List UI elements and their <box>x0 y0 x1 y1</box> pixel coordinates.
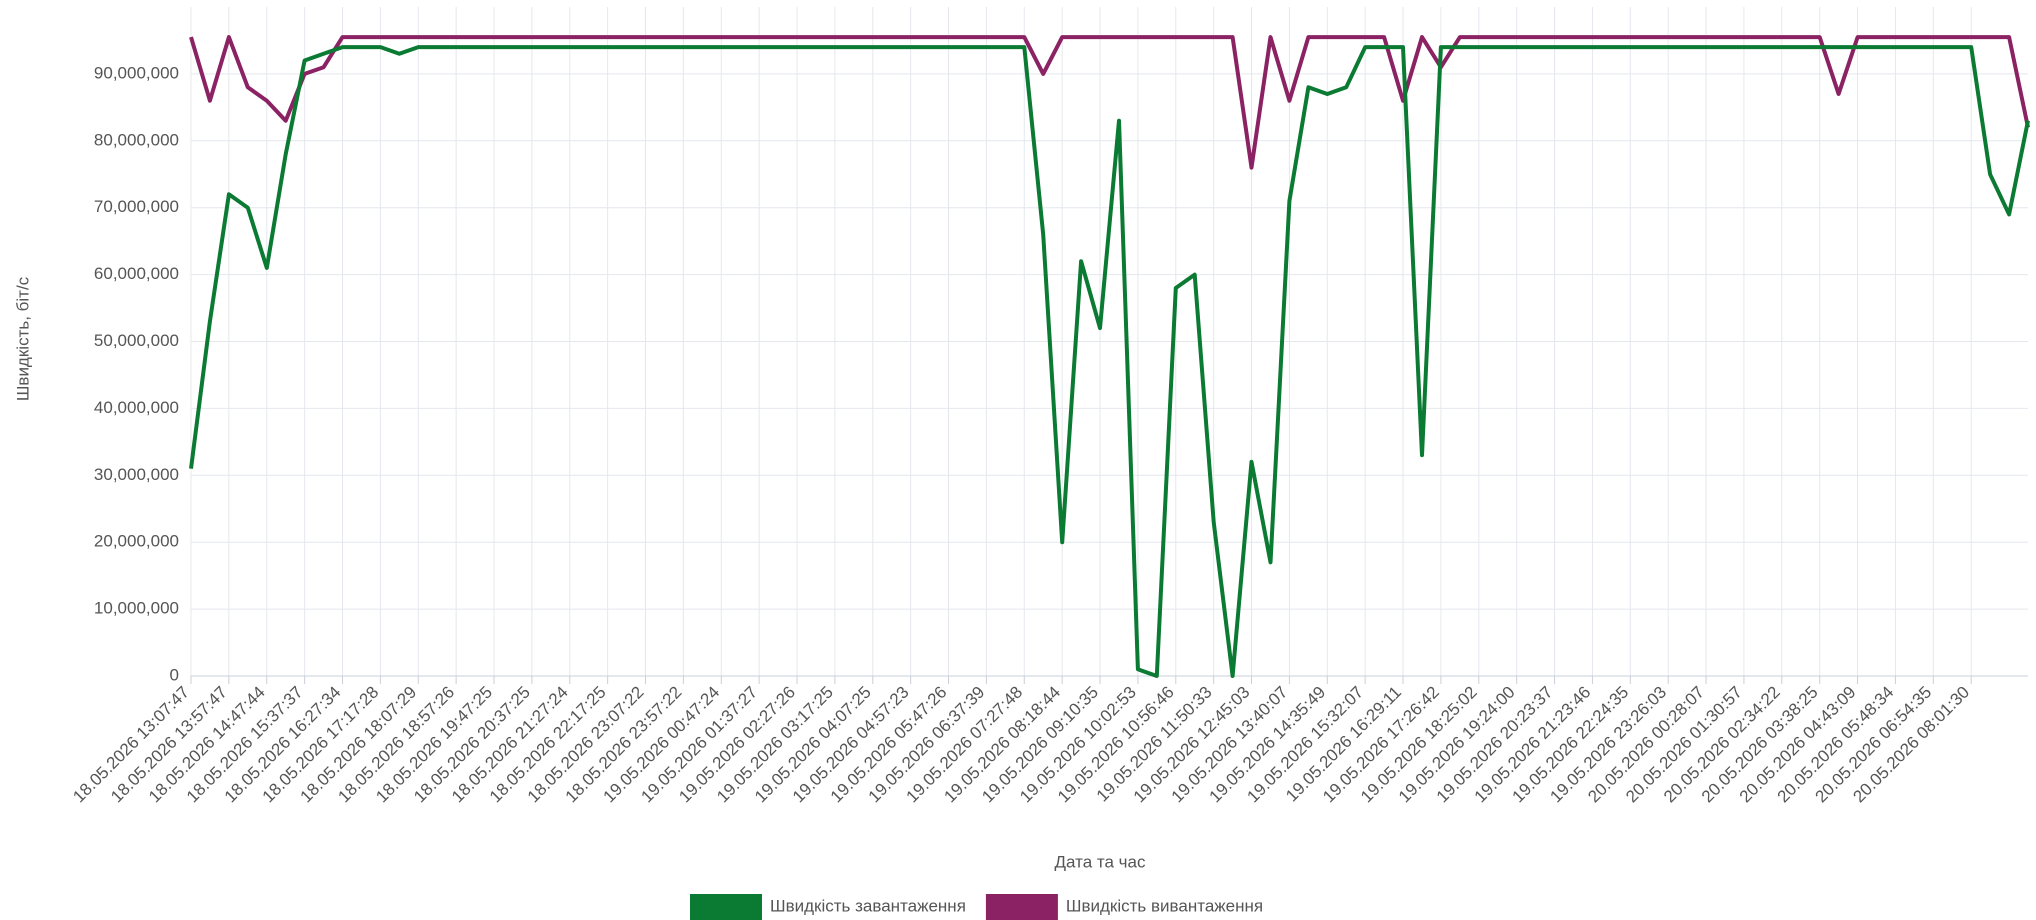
y-tick-label: 40,000,000 <box>94 398 179 417</box>
y-tick-label: 80,000,000 <box>94 130 179 149</box>
legend-swatch <box>690 894 762 920</box>
legend-label: Швидкість вивантаження <box>1066 896 1263 915</box>
y-tick-label: 0 <box>170 665 179 684</box>
y-tick-label: 60,000,000 <box>94 264 179 283</box>
legend-swatch <box>985 894 1058 920</box>
y-tick-label: 50,000,000 <box>94 331 179 350</box>
x-axis-title: Дата та час <box>1055 852 1146 871</box>
line-series <box>189 45 2030 678</box>
y-tick-label: 20,000,000 <box>94 532 179 551</box>
y-tick-label: 10,000,000 <box>94 599 179 618</box>
y-tick-label: 90,000,000 <box>94 63 179 82</box>
legend-label: Швидкість завантаження <box>770 896 966 915</box>
y-tick-label: 30,000,000 <box>94 465 179 484</box>
y-axis-title: Швидкість, біт/с <box>13 276 32 401</box>
y-tick-label: 70,000,000 <box>94 197 179 216</box>
line-series <box>189 35 2030 170</box>
